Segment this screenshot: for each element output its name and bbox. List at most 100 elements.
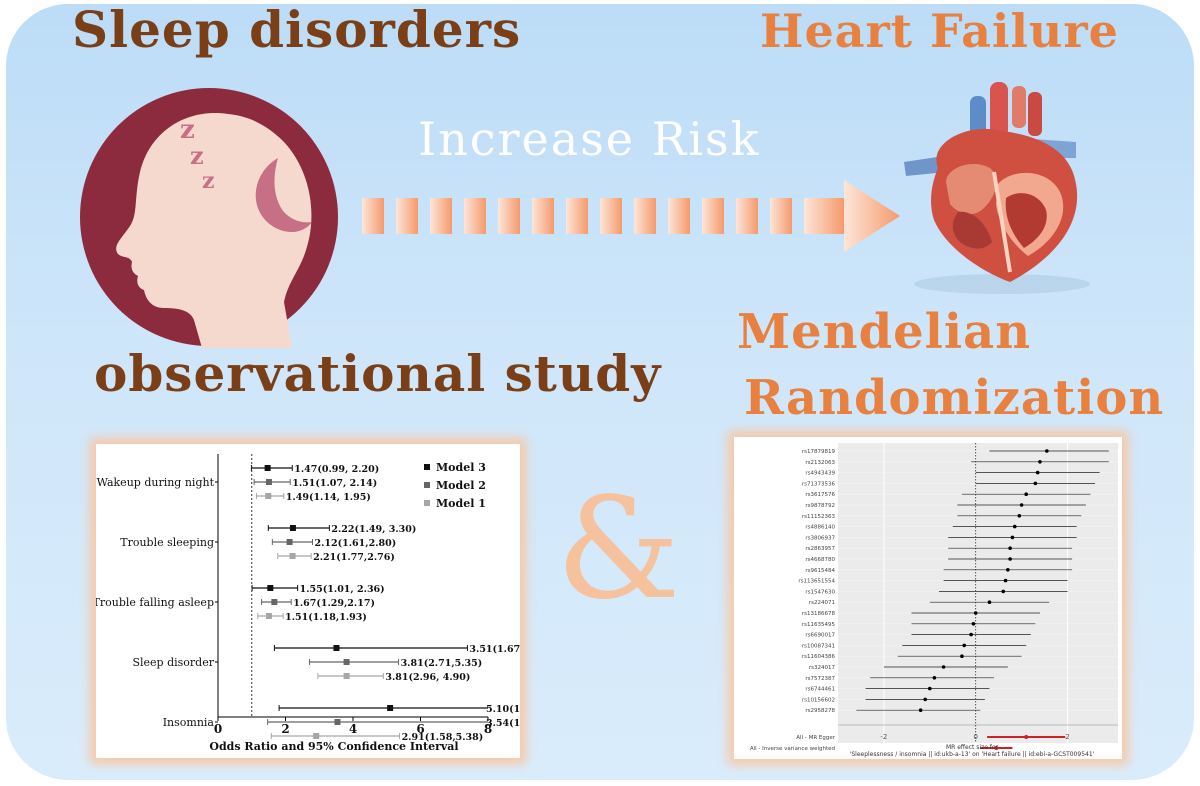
point-estimate [289,525,296,531]
legend-label: Model 3 [436,461,486,474]
snp-label: rs2132063 [805,460,835,466]
point-estimate [387,705,394,711]
sleep-disorders-title: Sleep disorders [72,0,522,59]
point-estimate [313,733,320,739]
point-estimate [962,643,967,648]
estimate-label: 1.49(1.14, 1.95) [286,492,371,503]
point-estimate [1006,568,1010,572]
observational-forest-plot-panel: Model 3 Model 2 Model 1 Wakeup during nigh… [93,444,574,758]
point-estimate [1045,449,1049,453]
point-estimate [1008,557,1012,561]
plot-background [838,443,1118,743]
estimate-label: 2.91(1.58,5.38) [402,732,484,743]
svg-text:z: z [202,168,215,194]
summary-label: All - MR Egger [796,735,835,741]
snp-label: rs4668780 [805,557,835,563]
point-estimate [265,493,272,499]
randomization-heading: Randomization [744,370,1165,426]
legend-label: Model 2 [436,479,486,492]
point-estimate [918,708,923,712]
point-estimate [333,645,340,651]
point-estimate [928,686,932,691]
estimate-label: 2.22(1.49, 3.30) [331,524,416,535]
point-estimate [267,585,274,591]
point-estimate [960,654,964,658]
point-estimate [987,600,992,604]
point-estimate [1019,503,1024,507]
estimate-label: 2.21(1.77,2.76) [313,552,395,563]
group-label: Wakeup during night [97,476,215,489]
snp-label: rs10156602 [802,697,835,703]
point-estimate [1008,546,1012,550]
snp-label: rs9878792 [805,503,835,509]
legend: Model 3 Model 2 Model 1 [424,461,486,510]
estimate-label: 5.10(1.81,14.33) [486,704,520,715]
snp-label: rs7572387 [805,676,835,682]
point-estimate [1038,460,1042,464]
legend-marker [424,482,430,488]
summary-point [1024,735,1029,739]
point-estimate [286,539,293,545]
point-estimate [265,613,272,619]
svg-text:z: z [180,115,195,145]
snp-label: rs13186678 [802,611,836,617]
snp-label: rs324017 [809,665,836,671]
snp-label: rs9615484 [805,568,835,574]
point-estimate [1017,514,1022,518]
point-estimate [289,553,296,559]
estimate-label: 1.51(1.07, 2.14) [292,478,377,489]
point-estimate [973,611,978,615]
mr-forest-plot-panel: rs17879819 rs2132063 rs4943439 rs71373536 rs… [734,437,1122,759]
estimate-label: 1.55(1.01, 2.36) [300,584,385,595]
group-label: Trouble sleeping [120,536,214,549]
estimate-label: 1.51(1.18,1.93) [285,612,367,623]
estimate-label: 3.51(1.67, 7.39) [469,644,520,655]
x-tick-label: 8 [484,722,492,736]
point-estimate [264,465,271,471]
snp-label: rs113651554 [798,579,835,585]
snp-label: rs6690017 [805,633,835,639]
x-axis: 0 2 4 6 8 [214,454,492,736]
heart-failure-title: Heart Failure [760,4,1119,58]
mendelian-heading: Mendelian [737,304,1032,360]
point-estimate [1035,470,1040,475]
snp-labels: rs17879819 rs2132063 rs4943439 rs71373536 rs… [750,449,836,752]
point-estimate [941,665,946,669]
summary-label: All - Inverse variance weighted [750,746,835,752]
legend-marker [424,464,430,470]
increase-risk-label: Increase Risk [418,112,761,166]
x-axis: -202 [880,443,1070,743]
observational-forest-plot: Model 3 Model 2 Model 1 Wakeup during nigh… [93,454,574,753]
snp-label: rs4943439 [805,471,835,477]
point-estimate [1012,524,1017,529]
snp-label: rs1547630 [805,589,835,595]
ampersand-symbol: & [556,468,682,631]
y-axis-labels: Wakeup during night Trouble sleeping Troub… [93,476,215,729]
snp-label: rs3617576 [805,492,835,498]
estimate-label: 1.47(0.99, 2.20) [294,464,379,475]
snp-label: rs224071 [809,600,835,606]
snp-label: rs4886140 [805,525,835,531]
estimate-label: 2.12(1.61,2.80) [315,538,397,549]
point-estimate [265,479,272,485]
point-estimate [1010,535,1015,540]
group-label: Insomnia [163,716,215,729]
anatomical-heart-icon [904,82,1090,294]
sleeping-head-icon: z z z [80,88,338,348]
x-axis-title: Odds Ratio and 95% Confidence Interval [209,740,458,753]
plot-marks [856,449,1109,750]
snp-label: rs17879819 [802,449,836,455]
point-estimate [1033,481,1038,486]
point-estimate [923,697,928,702]
estimate-label: 1.67(1.29,2.17) [293,598,375,609]
point-estimate [1024,492,1028,496]
dashed-arrow-icon [362,180,900,252]
point-estimate [969,632,973,637]
x-tick-label: 0 [214,722,222,736]
point-estimate [271,599,278,605]
point-estimate [971,622,976,626]
mr-forest-plot: rs17879819 rs2132063 rs4943439 rs71373536 rs… [750,443,1118,758]
x-tick-label: 2 [281,722,289,736]
x-tick-label: -2 [880,733,887,741]
